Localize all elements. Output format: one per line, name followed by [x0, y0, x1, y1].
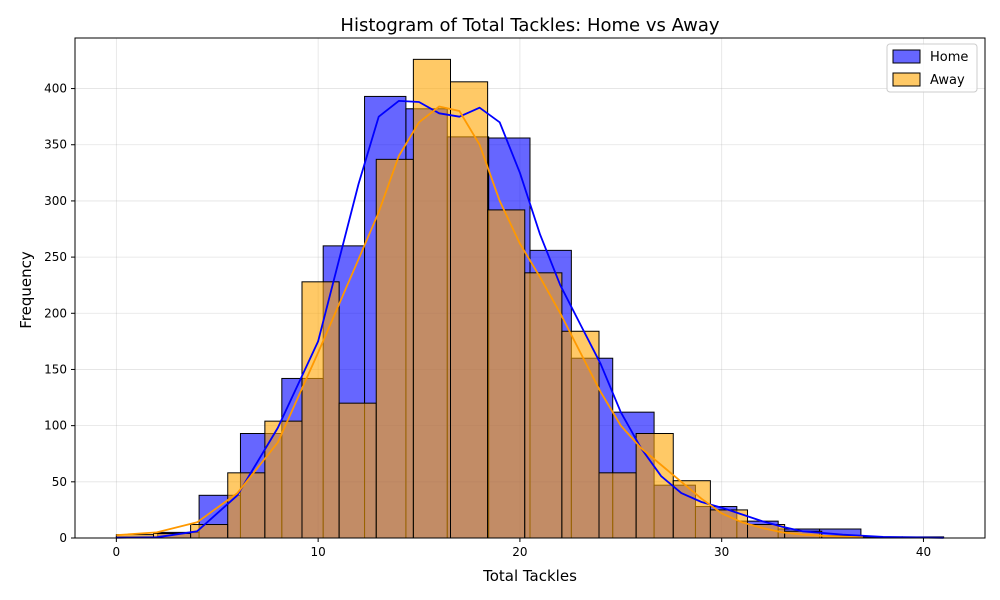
legend: Home Away	[886, 43, 978, 93]
y-tick-label: 250	[44, 250, 67, 264]
y-tick-label: 150	[44, 362, 67, 376]
x-tick-label: 10	[310, 545, 325, 559]
kde-line-home	[116, 100, 944, 539]
x-axis-label: Total Tackles	[482, 567, 577, 585]
y-axis-label: Frequency	[17, 251, 35, 329]
y-tick-label: 400	[44, 82, 67, 96]
y-tick-label: 100	[44, 419, 67, 433]
y-tick-label: 350	[44, 138, 67, 152]
y-tick-label: 200	[44, 306, 67, 320]
bar-away	[487, 209, 526, 539]
bar-away	[524, 272, 563, 539]
bars-away	[115, 58, 860, 539]
x-tick-label: 20	[512, 545, 527, 559]
x-tick-label: 40	[916, 545, 931, 559]
y-tick-label: 300	[44, 194, 67, 208]
bar-away	[375, 158, 414, 539]
bar-away	[672, 480, 711, 539]
bar-away	[227, 472, 266, 539]
legend-swatch-away	[892, 72, 921, 87]
bar-away	[561, 330, 600, 539]
legend-label-away: Away	[930, 73, 965, 88]
legend-swatch-home	[892, 49, 921, 64]
bar-away	[412, 58, 452, 539]
chart-title: Histogram of Total Tackles: Home vs Away	[340, 15, 719, 36]
bar-away	[450, 81, 489, 539]
y-tick-label: 50	[52, 475, 67, 489]
x-tick-label: 30	[714, 545, 729, 559]
bar-away	[598, 472, 637, 539]
kde-line-away	[116, 105, 863, 539]
legend-label-home: Home	[930, 50, 968, 65]
axes-frame	[74, 37, 986, 539]
bar-away	[338, 402, 377, 539]
bar-away	[301, 281, 340, 539]
y-tick-label: 0	[59, 531, 67, 545]
x-tick-label: 0	[113, 545, 121, 559]
